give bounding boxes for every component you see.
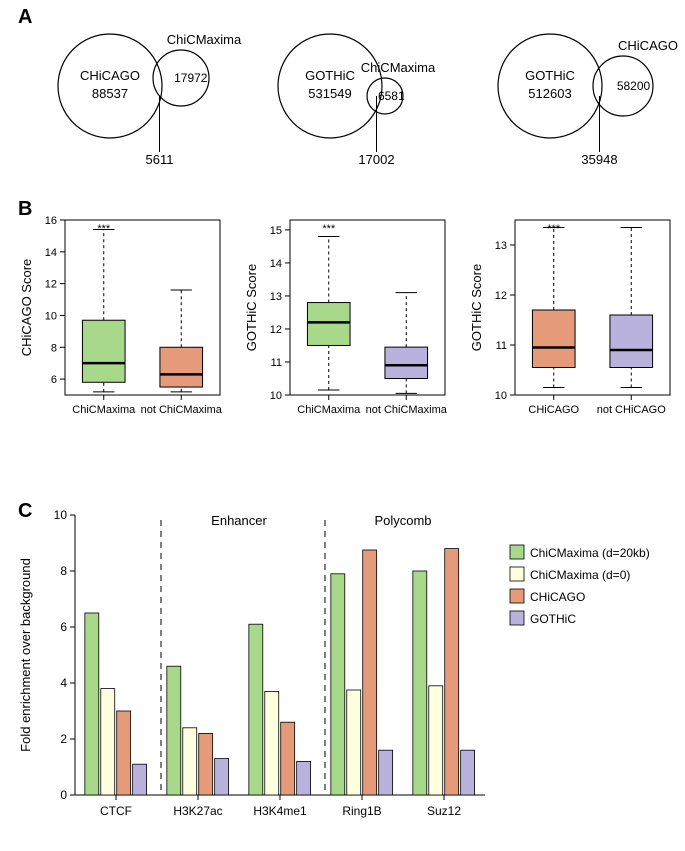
svg-text:Polycomb: Polycomb [374,513,431,528]
svg-text:not CHiCAGO: not CHiCAGO [597,404,667,416]
svg-text:Fold enrichment over backgroun: Fold enrichment over background [18,558,33,752]
svg-text:GOTHiC: GOTHiC [305,68,355,83]
svg-text:16: 16 [45,215,57,227]
svg-text:11: 11 [496,340,507,352]
svg-text:CHiCAGO: CHiCAGO [80,68,140,83]
svg-text:ChiCMaxima: ChiCMaxima [297,404,361,416]
svg-text:17972: 17972 [174,71,208,85]
svg-text:ChiCMaxima: ChiCMaxima [167,32,242,47]
svg-text:***: *** [97,223,111,235]
svg-text:CHiCAGO: CHiCAGO [530,590,585,604]
panel-c-barchart: 0 2 4 6 8 10 Fold enrichment over background CT… [5,500,685,845]
panel-a-venns: CHiCAGO 88537 ChiCMaxima 17972 5611 GOTHiC 531… [25,8,685,178]
svg-text:15: 15 [270,225,282,237]
svg-text:11: 11 [271,357,282,369]
panel-b-boxplots: 6 8 10 12 14 16 CHiCAGO Score *** ChiCMaxima not … [5,205,685,465]
svg-text:531549: 531549 [308,86,351,101]
svg-text:CHiCAGO: CHiCAGO [618,38,678,53]
svg-text:13: 13 [270,291,282,303]
svg-text:10: 10 [270,390,282,402]
svg-text:6: 6 [60,620,67,634]
svg-text:10: 10 [54,508,68,522]
svg-text:8: 8 [51,342,57,354]
svg-text:58200: 58200 [617,79,651,93]
svg-text:not ChiCMaxima: not ChiCMaxima [141,404,223,416]
svg-text:CHiCAGO Score: CHiCAGO Score [19,259,34,357]
svg-text:6581: 6581 [378,89,405,103]
svg-text:14: 14 [270,258,282,270]
svg-text:512603: 512603 [528,86,571,101]
svg-text:***: *** [322,223,336,235]
svg-text:***: *** [547,223,561,235]
svg-text:5611: 5611 [146,152,174,167]
svg-text:2: 2 [60,732,67,746]
svg-text:13: 13 [495,240,507,252]
svg-text:GOTHiC: GOTHiC [530,612,576,626]
svg-text:12: 12 [495,290,507,302]
svg-text:12: 12 [45,279,57,291]
svg-text:14: 14 [45,247,57,259]
svg-text:10: 10 [45,310,57,322]
svg-text:GOTHiC Score: GOTHiC Score [469,264,484,351]
svg-text:GOTHiC: GOTHiC [525,68,575,83]
svg-text:CTCF: CTCF [100,804,132,818]
svg-text:ChiCMaxima (d=20kb): ChiCMaxima (d=20kb) [530,546,650,560]
svg-text:Ring1B: Ring1B [342,804,381,818]
svg-text:GOTHiC Score: GOTHiC Score [244,264,259,351]
svg-text:35948: 35948 [581,152,617,167]
svg-text:4: 4 [60,676,67,690]
svg-text:8: 8 [60,564,67,578]
svg-text:6: 6 [51,374,57,386]
svg-text:H3K4me1: H3K4me1 [253,804,307,818]
svg-text:H3K27ac: H3K27ac [173,804,222,818]
svg-text:not ChiCMaxima: not ChiCMaxima [366,404,448,416]
svg-text:CHiCAGO: CHiCAGO [528,404,579,416]
svg-text:12: 12 [270,324,282,336]
svg-text:88537: 88537 [92,86,128,101]
svg-text:17002: 17002 [358,152,394,167]
svg-text:ChiCMaxima: ChiCMaxima [361,60,436,75]
svg-text:ChiCMaxima (d=0): ChiCMaxima (d=0) [530,568,630,582]
svg-text:ChiCMaxima: ChiCMaxima [72,404,136,416]
svg-text:Suz12: Suz12 [427,804,461,818]
svg-text:10: 10 [495,390,507,402]
svg-text:0: 0 [60,788,67,802]
svg-text:Enhancer: Enhancer [211,513,267,528]
